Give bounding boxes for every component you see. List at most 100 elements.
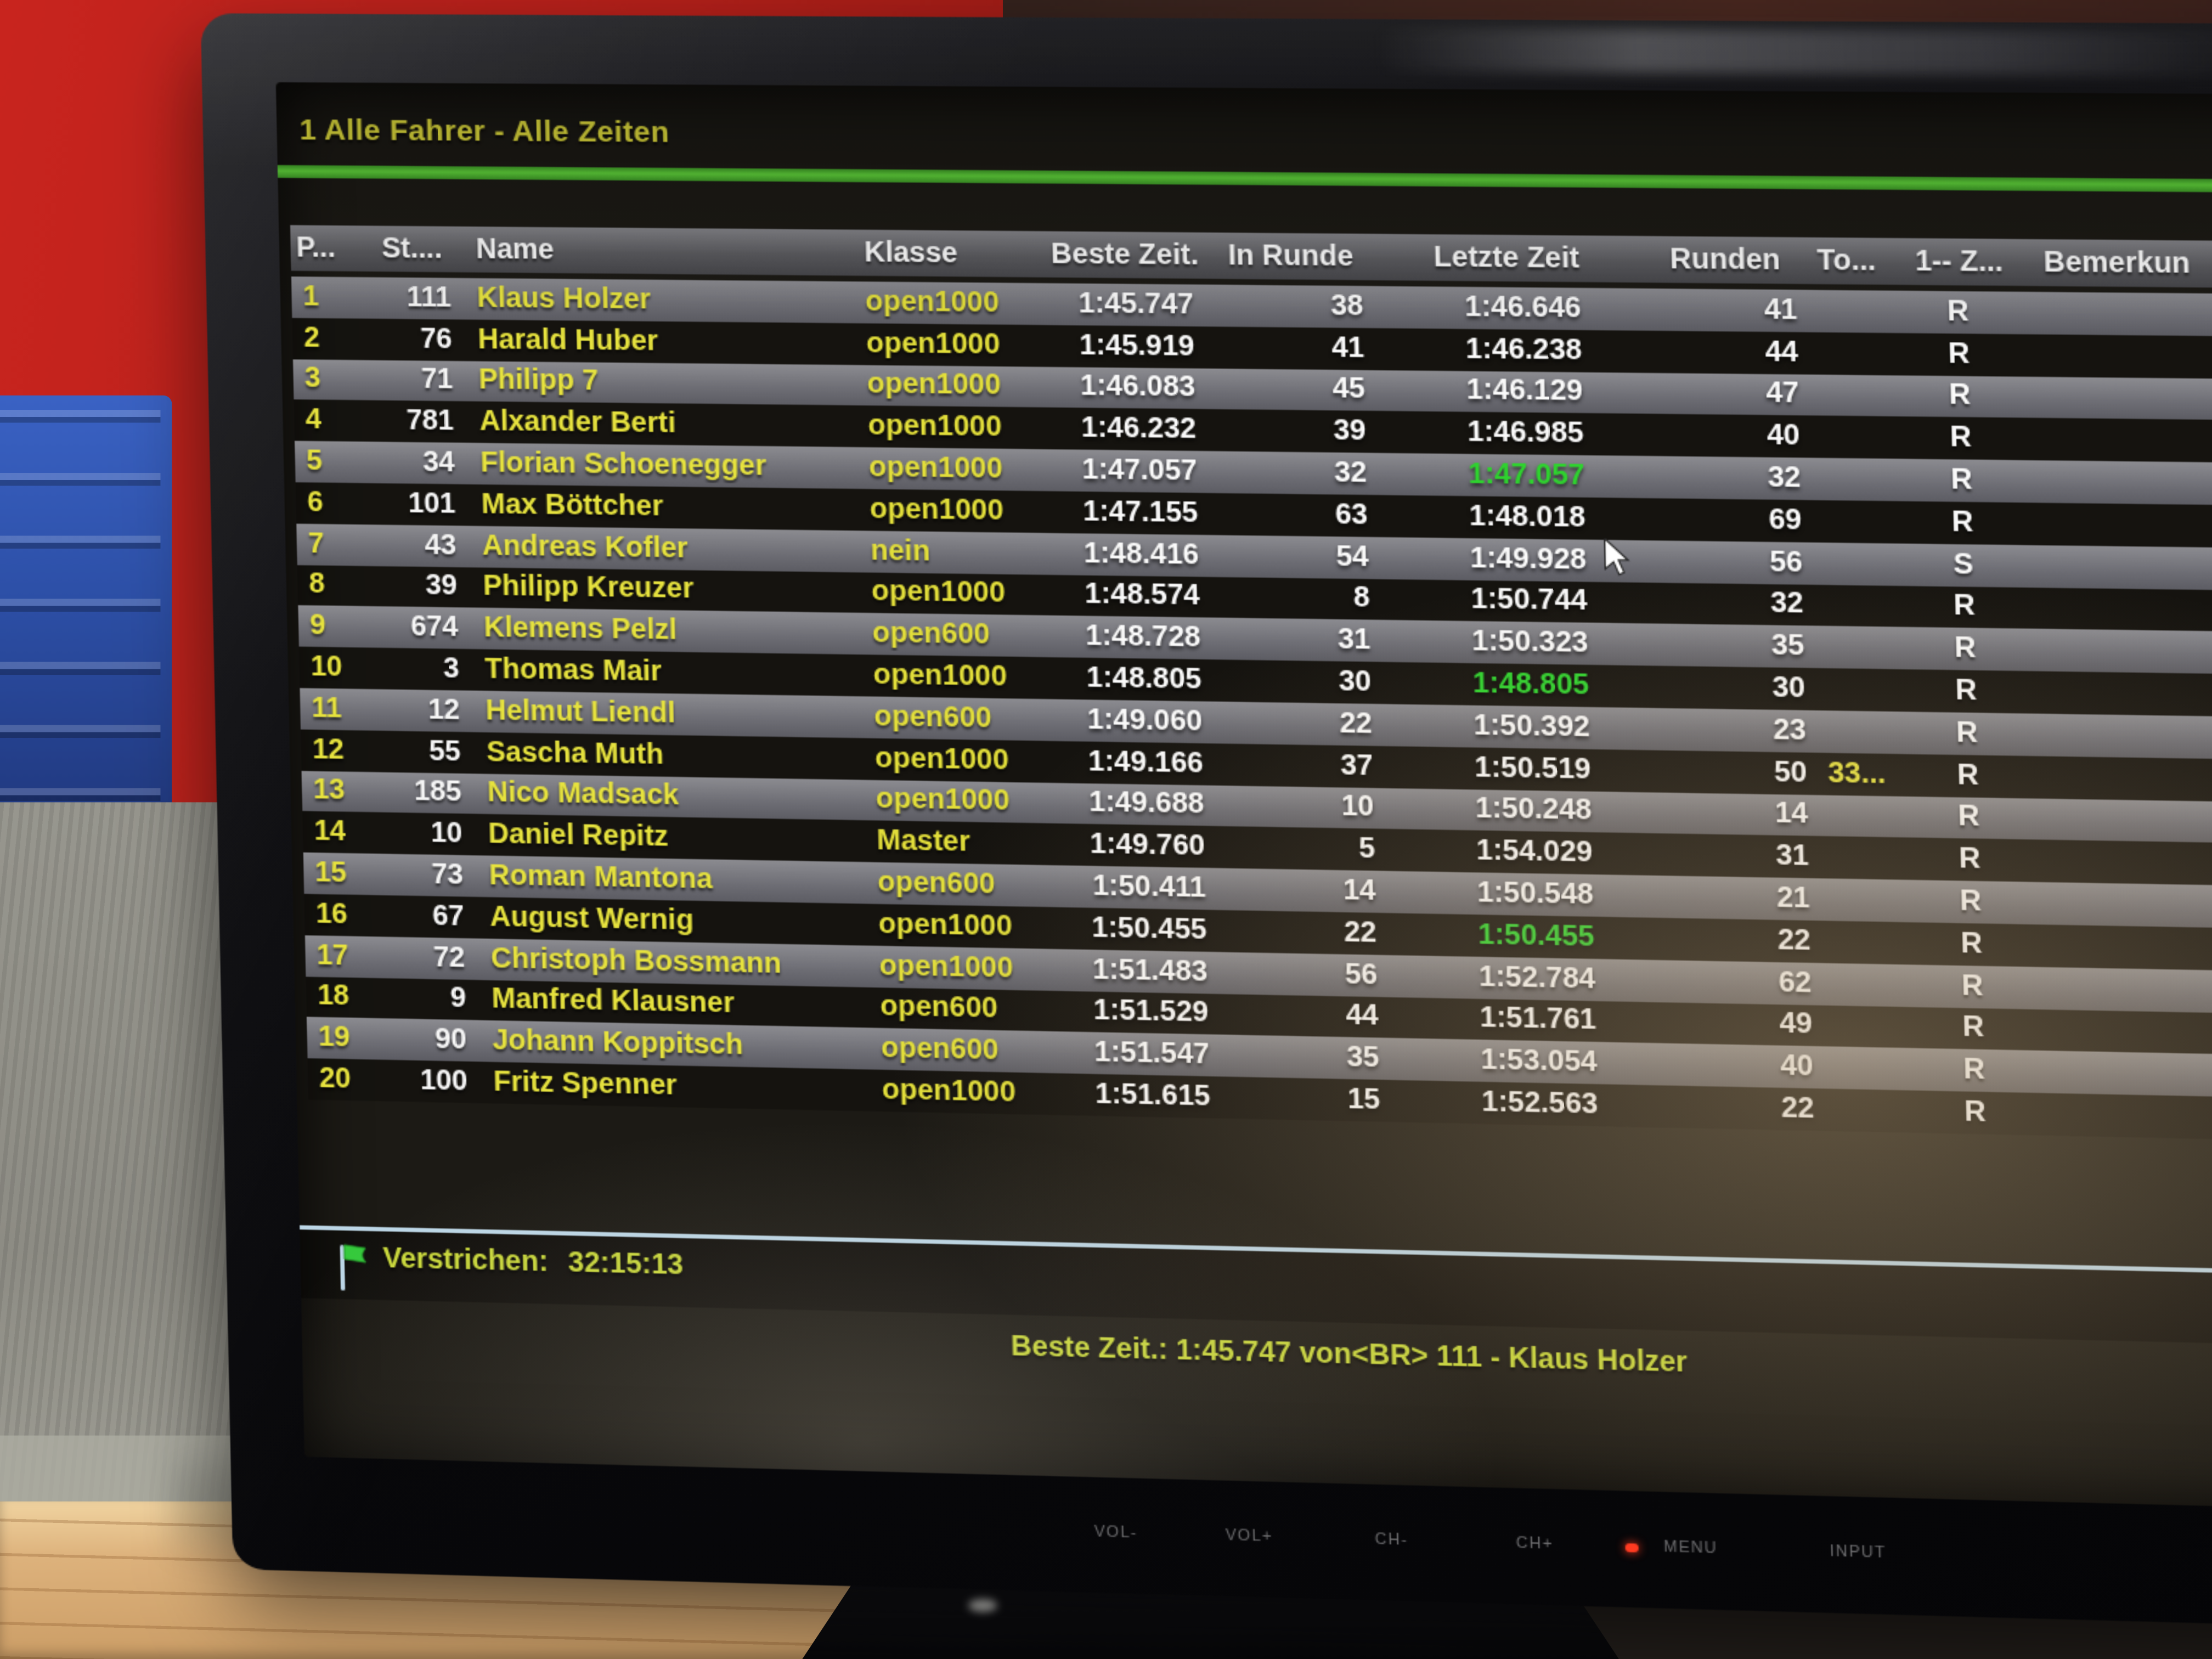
cell-beste-zeit: 1:51.547 bbox=[1094, 1036, 1210, 1071]
cell-runden: 32 bbox=[1767, 461, 1802, 494]
cell-startnumber: 43 bbox=[424, 529, 457, 561]
cell-runden: 47 bbox=[1765, 377, 1800, 410]
cell-driver-name: Sascha Muth bbox=[486, 736, 664, 771]
cell-driver-name: Manfred Klausner bbox=[491, 984, 735, 1020]
cell-flag-status: R bbox=[1959, 843, 1981, 876]
header-startnumber[interactable]: St.... bbox=[381, 232, 443, 264]
cell-flag-status: R bbox=[1962, 1011, 1985, 1045]
cell-beste-zeit: 1:49.166 bbox=[1088, 745, 1204, 780]
cell-klasse: open1000 bbox=[868, 452, 1003, 485]
cell-driver-name: Harald Huber bbox=[477, 323, 659, 357]
cell-klasse: open1000 bbox=[874, 742, 1009, 776]
cell-flag-status: R bbox=[1949, 421, 1972, 454]
cell-flag-status: R bbox=[1963, 1053, 1985, 1087]
cell-flag-status: R bbox=[1954, 632, 1977, 665]
cell-position: 11 bbox=[311, 692, 342, 725]
cell-beste-zeit: 1:49.760 bbox=[1090, 828, 1206, 862]
cell-runden: 21 bbox=[1776, 882, 1810, 915]
cell-letzte-zeit: 1:48.805 bbox=[1472, 667, 1590, 702]
cell-beste-zeit: 1:49.688 bbox=[1088, 787, 1205, 821]
cell-bemerkung bbox=[2007, 355, 2212, 358]
cell-beste-zeit: 1:50.455 bbox=[1091, 912, 1207, 946]
cell-runden: 50 bbox=[1774, 755, 1808, 789]
cell-to bbox=[1821, 731, 1920, 733]
header-bemerkung[interactable]: Bemerkun bbox=[2043, 246, 2191, 280]
cell-startnumber: 72 bbox=[433, 941, 466, 974]
bezel-button-label: VOL- bbox=[1094, 1523, 1138, 1542]
cell-beste-zeit: 1:47.155 bbox=[1082, 495, 1199, 529]
cell-to bbox=[1823, 816, 1921, 817]
cell-letzte-zeit: 1:52.784 bbox=[1479, 960, 1596, 995]
cell-bemerkung bbox=[2012, 608, 2212, 612]
cell-runden: 56 bbox=[1769, 545, 1803, 579]
cell-runden: 32 bbox=[1770, 588, 1804, 620]
cell-bemerkung bbox=[2015, 735, 2212, 740]
session-status-bar: Verstrichen: 32:15:13 bbox=[300, 1225, 2212, 1347]
cell-klasse: open1000 bbox=[867, 410, 1002, 444]
cell-to bbox=[1824, 857, 1922, 859]
cell-klasse: open600 bbox=[879, 991, 998, 1025]
cell-flag-status: R bbox=[1959, 885, 1982, 918]
header-to[interactable]: To... bbox=[1816, 244, 1877, 277]
bezel-reflection bbox=[1375, 27, 2212, 77]
bezel-button-label: MENU bbox=[1663, 1538, 1718, 1558]
cell-flag-status: R bbox=[1949, 379, 1971, 412]
cell-in-runde: 35 bbox=[1346, 1041, 1380, 1075]
bezel-button-label: CH+ bbox=[1516, 1534, 1554, 1553]
cell-driver-name: Max Böttcher bbox=[481, 488, 664, 523]
green-divider-bar bbox=[277, 165, 2212, 193]
header-1z[interactable]: 1-- Z... bbox=[1915, 245, 2004, 278]
cell-letzte-zeit: 1:50.548 bbox=[1477, 877, 1594, 911]
cell-letzte-zeit: 1:51.761 bbox=[1479, 1002, 1597, 1037]
cell-startnumber: 3 bbox=[443, 653, 460, 685]
cell-klasse: open1000 bbox=[869, 493, 1004, 527]
header-runden[interactable]: Runden bbox=[1669, 242, 1781, 276]
cell-in-runde: 30 bbox=[1338, 665, 1372, 698]
cell-klasse: open1000 bbox=[866, 369, 1001, 402]
cell-runden: 35 bbox=[1771, 630, 1805, 663]
cell-position: 17 bbox=[316, 939, 349, 972]
cell-beste-zeit: 1:51.529 bbox=[1093, 995, 1209, 1029]
cell-in-runde: 63 bbox=[1335, 498, 1368, 531]
cell-in-runde: 56 bbox=[1344, 958, 1378, 991]
header-pos[interactable]: P... bbox=[296, 232, 336, 264]
header-klasse[interactable]: Klasse bbox=[864, 236, 958, 269]
cell-startnumber: 10 bbox=[430, 817, 463, 850]
page-title: 1 Alle Fahrer - Alle Zeiten bbox=[299, 114, 670, 149]
cell-driver-name: Nico Madsack bbox=[487, 777, 679, 812]
cell-in-runde: 8 bbox=[1353, 582, 1370, 615]
cell-to bbox=[1812, 311, 1910, 312]
header-letzte-zeit[interactable]: Letzte Zeit bbox=[1433, 241, 1580, 274]
cell-beste-zeit: 1:45.747 bbox=[1078, 287, 1194, 321]
cell-letzte-zeit: 1:52.563 bbox=[1481, 1086, 1599, 1121]
header-beste-zeit[interactable]: Beste Zeit. bbox=[1051, 238, 1199, 271]
cell-to bbox=[1829, 1068, 1927, 1070]
cell-startnumber: 674 bbox=[410, 611, 459, 644]
cell-in-runde: 45 bbox=[1332, 373, 1366, 406]
cell-to bbox=[1816, 479, 1914, 480]
cell-bemerkung bbox=[2013, 650, 2212, 654]
cell-in-runde: 39 bbox=[1333, 415, 1367, 448]
table-body: 1 111 Klaus Holzer open1000 1:45.747 38 … bbox=[291, 276, 2212, 1142]
timing-app: 1 Alle Fahrer - Alle Zeiten P... St.... … bbox=[275, 82, 2212, 1510]
cell-startnumber: 73 bbox=[431, 859, 464, 891]
cell-bemerkung bbox=[2011, 566, 2212, 569]
cell-flag-status: R bbox=[1953, 590, 1976, 623]
cell-bemerkung bbox=[2022, 1072, 2212, 1079]
cell-beste-zeit: 1:45.919 bbox=[1079, 329, 1195, 363]
power-led bbox=[1625, 1543, 1639, 1553]
header-in-runde[interactable]: In Runde bbox=[1227, 239, 1354, 272]
header-name[interactable]: Name bbox=[476, 233, 555, 266]
cell-driver-name: Helmut Liendl bbox=[485, 695, 676, 730]
cell-runden: 69 bbox=[1768, 504, 1802, 537]
cell-flag-status: R bbox=[1956, 716, 1978, 749]
cell-startnumber: 34 bbox=[422, 447, 455, 479]
cell-startnumber: 111 bbox=[406, 281, 452, 314]
cell-klasse: Master bbox=[876, 825, 970, 859]
cell-position: 20 bbox=[319, 1063, 352, 1095]
cell-in-runde: 15 bbox=[1347, 1083, 1381, 1116]
cell-position: 2 bbox=[303, 321, 320, 354]
cell-position: 3 bbox=[304, 363, 321, 395]
cell-to bbox=[1829, 1110, 1927, 1112]
